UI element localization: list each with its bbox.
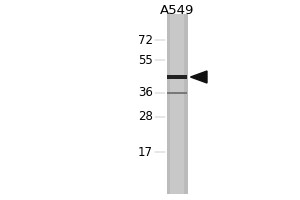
Bar (167, 14, 170, 194)
Bar (167, 75, 187, 79)
Bar (167, 92, 187, 94)
Text: 55: 55 (138, 53, 153, 66)
Polygon shape (190, 71, 207, 83)
Text: 28: 28 (138, 110, 153, 123)
Text: A549: A549 (160, 4, 194, 18)
Bar (167, 14, 188, 194)
Text: 72: 72 (138, 33, 153, 46)
Text: 36: 36 (138, 86, 153, 99)
Text: 17: 17 (138, 146, 153, 158)
Bar (184, 14, 188, 194)
